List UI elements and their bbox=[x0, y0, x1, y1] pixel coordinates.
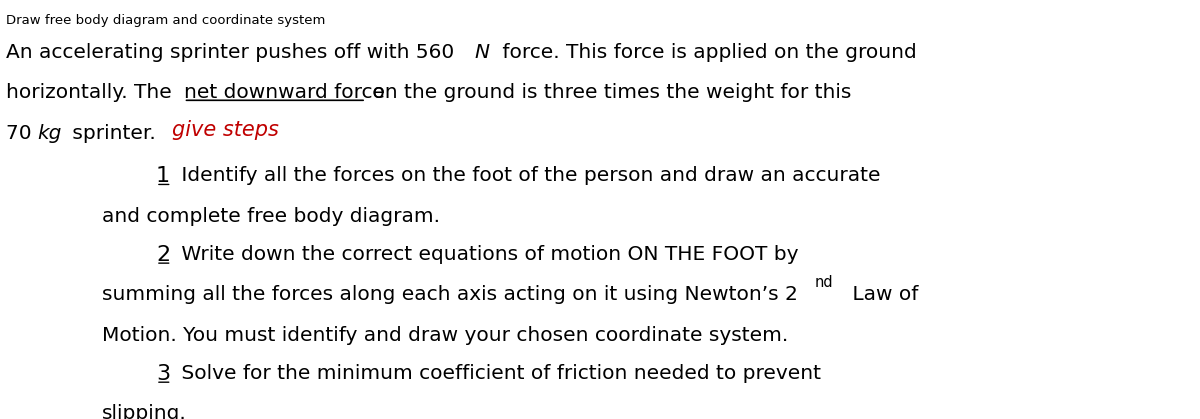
Text: net downward force: net downward force bbox=[184, 83, 385, 103]
Text: 2: 2 bbox=[156, 245, 170, 265]
Text: Motion. You must identify and draw your chosen coordinate system.: Motion. You must identify and draw your … bbox=[102, 326, 788, 344]
Text: N: N bbox=[474, 43, 490, 62]
Text: 1: 1 bbox=[156, 166, 170, 186]
Text: Solve for the minimum coefficient of friction needed to prevent: Solve for the minimum coefficient of fri… bbox=[175, 364, 821, 383]
Text: An accelerating sprinter pushes off with 560: An accelerating sprinter pushes off with… bbox=[6, 43, 461, 62]
Text: Law of: Law of bbox=[846, 285, 918, 304]
Text: give steps: give steps bbox=[172, 120, 278, 140]
Text: horizontally. The: horizontally. The bbox=[6, 83, 178, 103]
Text: slipping.: slipping. bbox=[102, 404, 187, 419]
Text: Write down the correct equations of motion ON THE FOOT by: Write down the correct equations of moti… bbox=[175, 245, 799, 264]
Text: Identify all the forces on the foot of the person and draw an accurate: Identify all the forces on the foot of t… bbox=[175, 166, 881, 185]
Text: 70: 70 bbox=[6, 124, 38, 143]
Text: nd: nd bbox=[815, 275, 834, 290]
Text: on the ground is three times the weight for this: on the ground is three times the weight … bbox=[366, 83, 851, 103]
Text: force. This force is applied on the ground: force. This force is applied on the grou… bbox=[496, 43, 917, 62]
Text: kg: kg bbox=[37, 124, 61, 143]
Text: 3: 3 bbox=[156, 364, 170, 384]
Text: summing all the forces along each axis acting on it using Newton’s 2: summing all the forces along each axis a… bbox=[102, 285, 798, 304]
Text: and complete free body diagram.: and complete free body diagram. bbox=[102, 207, 440, 225]
Text: sprinter.: sprinter. bbox=[66, 124, 156, 143]
Text: Draw free body diagram and coordinate system: Draw free body diagram and coordinate sy… bbox=[6, 14, 325, 27]
